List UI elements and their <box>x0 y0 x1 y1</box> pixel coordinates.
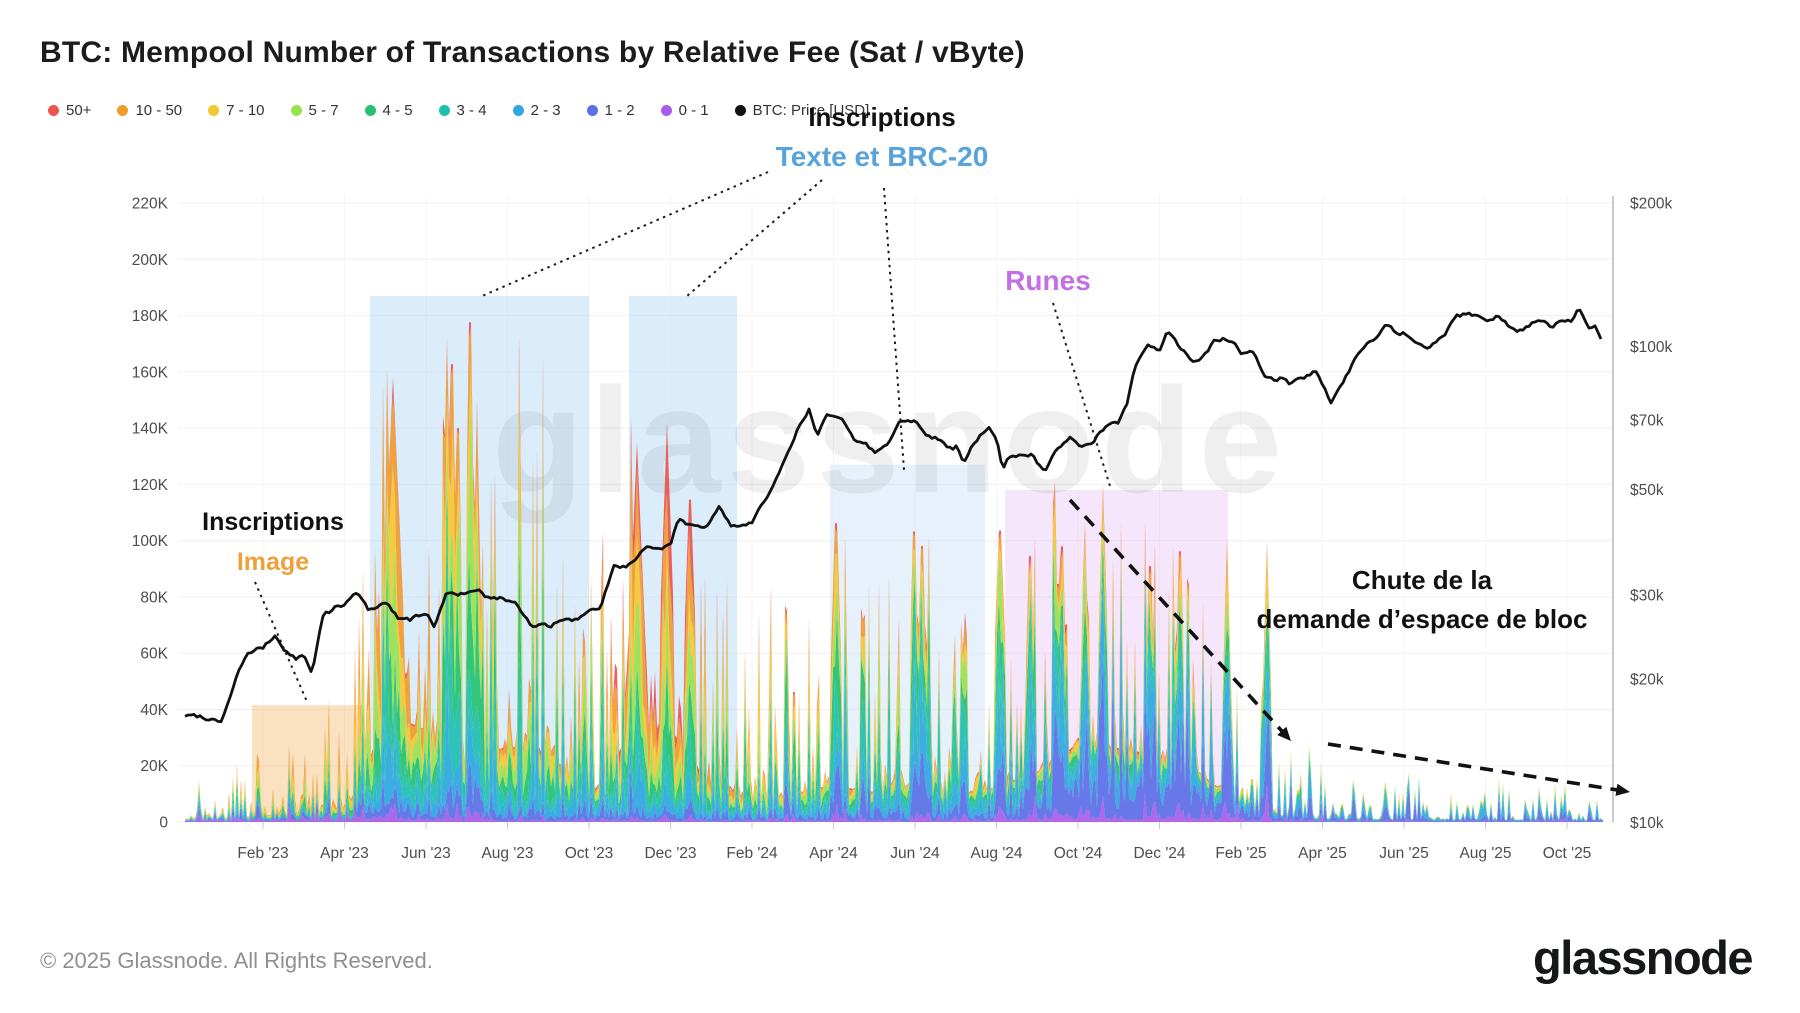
legend-item-50+[interactable]: 50+ <box>48 102 91 119</box>
legend-item-1-2[interactable]: 1 - 2 <box>586 102 635 119</box>
legend-color-dot <box>734 105 746 116</box>
legend-item-2-3[interactable]: 2 - 3 <box>512 102 561 119</box>
chart-legend: 50+ 10 - 50 7 - 10 5 - 7 4 - 5 3 - 4 2 - 3 1 - … <box>48 102 869 119</box>
annotation-inscriptions-image-title: Inscriptions <box>202 508 344 536</box>
area-band-0-1 <box>185 784 1603 822</box>
annotation-chute-line1: Chute de la <box>1352 565 1493 595</box>
legend-item-btc-price-usd-[interactable]: BTC: Price [USD] <box>734 102 870 119</box>
annotation-pointer-lines <box>254 171 1111 705</box>
annotation-chute-line2: demande d’espace de bloc <box>1257 604 1588 634</box>
x-tick-label: Jun '23 <box>401 845 451 862</box>
y-left-tick-label: 160K <box>132 364 169 381</box>
x-tick-label: Dec '24 <box>1133 845 1185 862</box>
annotation-runes: Runes <box>1005 265 1091 296</box>
x-tick-label: Aug '23 <box>481 845 533 862</box>
axis-labels: 0 20K 40K 60K 80K 100K 120K 140K 160K 180K 200K 220… <box>132 196 1673 863</box>
glassnode-watermark: glassnode <box>492 356 1288 524</box>
x-tick-label: Jun '24 <box>890 845 940 862</box>
stacked-fee-areas <box>185 322 1603 822</box>
trend-arrows <box>1068 498 1631 796</box>
x-tick-label: Dec '23 <box>644 845 696 862</box>
chart-title: BTC: Mempool Number of Transactions by R… <box>40 36 1025 69</box>
legend-item-4-5[interactable]: 4 - 5 <box>364 102 413 119</box>
legend-color-dot <box>660 105 672 116</box>
arrowhead-icon <box>1615 783 1630 796</box>
y-left-tick-label: 100K <box>132 533 169 550</box>
y-left-tick-label: 80K <box>140 589 168 606</box>
y-right-tick-label: $200k <box>1630 196 1672 213</box>
y-right-tick-label: $30k <box>1630 588 1664 605</box>
legend-color-dot <box>512 105 524 116</box>
copyright-text: © 2025 Glassnode. All Rights Reserved. <box>40 948 433 973</box>
legend-label: 7 - 10 <box>226 102 265 119</box>
x-tick-label: Apr '25 <box>1298 845 1347 862</box>
y-left-tick-label: 40K <box>140 702 168 719</box>
y-left-tick-label: 0 <box>159 815 168 832</box>
x-tick-label: Oct '23 <box>565 845 614 862</box>
y-left-tick-label: 140K <box>132 421 169 438</box>
legend-label: 5 - 7 <box>308 102 339 119</box>
y-right-tick-label: $20k <box>1630 672 1664 689</box>
x-tick-label: Oct '24 <box>1054 845 1103 862</box>
legend-item-0-1[interactable]: 0 - 1 <box>660 102 709 119</box>
legend-label: 3 - 4 <box>456 102 487 119</box>
x-tick-label: Oct '25 <box>1543 845 1592 862</box>
area-band-4-5 <box>185 471 1603 821</box>
legend-label: 2 - 3 <box>530 102 561 119</box>
btc-price-line <box>184 308 1603 724</box>
area-band-10-50 <box>185 327 1603 820</box>
x-tick-label: Feb '25 <box>1215 845 1266 862</box>
y-left-tick-label: 60K <box>140 646 168 663</box>
x-tick-label: Aug '25 <box>1459 845 1511 862</box>
legend-color-dot <box>290 105 302 116</box>
glassnode-logo: glassnode <box>1533 931 1753 984</box>
legend-label: BTC: Price [USD] <box>752 102 870 119</box>
annotations: Inscriptions Image Inscriptions Texte et BR… <box>202 102 1587 634</box>
y-right-tick-label: $100k <box>1630 339 1672 356</box>
x-tick-label: Jun '25 <box>1379 845 1429 862</box>
y-right-tick-label: $10k <box>1630 815 1664 832</box>
annotation-inscriptions-text-subtitle: Texte et BRC-20 <box>776 141 989 172</box>
arrowhead-icon <box>1277 726 1291 741</box>
inscriptions-image-region <box>252 705 363 822</box>
annotation-inscriptions-image-subtitle: Image <box>237 548 309 576</box>
legend-label: 10 - 50 <box>135 102 183 119</box>
legend-color-dot <box>586 105 598 116</box>
legend-label: 1 - 2 <box>604 102 635 119</box>
y-left-tick-label: 220K <box>132 196 169 213</box>
y-right-tick-label: $70k <box>1630 413 1664 430</box>
legend-color-dot <box>117 105 129 116</box>
x-tick-label: Feb '23 <box>237 845 288 862</box>
legend-color-dot <box>208 105 220 116</box>
x-tick-label: Aug '24 <box>970 845 1022 862</box>
legend-label: 4 - 5 <box>382 102 413 119</box>
legend-color-dot <box>48 105 59 116</box>
legend-color-dot <box>364 105 376 116</box>
legend-item-3-4[interactable]: 3 - 4 <box>438 102 487 119</box>
y-right-tick-label: $50k <box>1630 482 1664 499</box>
y-left-tick-label: 200K <box>132 252 169 269</box>
y-left-tick-label: 180K <box>132 308 169 325</box>
y-left-tick-label: 20K <box>140 758 168 775</box>
legend-item-7-10[interactable]: 7 - 10 <box>208 102 265 119</box>
legend-item-10-50[interactable]: 10 - 50 <box>117 102 182 119</box>
y-left-tick-label: 120K <box>132 477 169 494</box>
legend-item-5-7[interactable]: 5 - 7 <box>290 102 339 119</box>
legend-label: 0 - 1 <box>678 102 709 119</box>
annotation-inscriptions-text-title: Inscriptions <box>808 102 955 132</box>
legend-color-dot <box>438 105 450 116</box>
x-tick-label: Apr '23 <box>320 845 369 862</box>
legend-label: 50+ <box>66 102 92 119</box>
area-band-3-4 <box>185 543 1603 822</box>
x-tick-label: Apr '24 <box>809 845 858 862</box>
x-tick-label: Feb '24 <box>726 845 778 862</box>
